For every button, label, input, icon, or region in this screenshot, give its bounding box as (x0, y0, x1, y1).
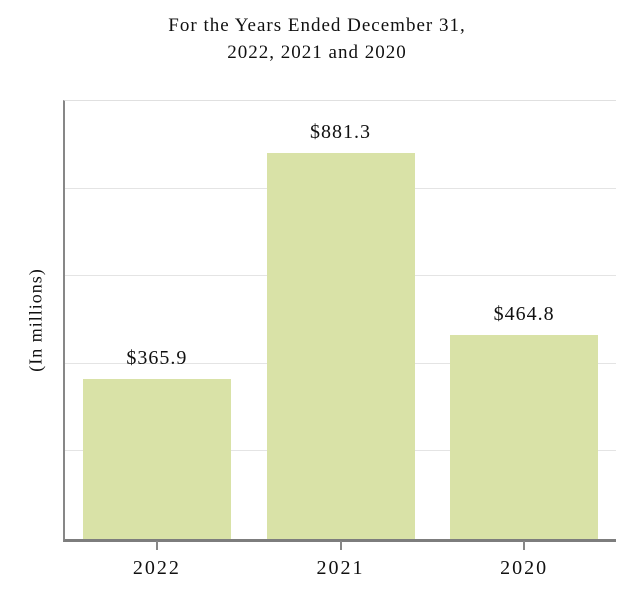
x-tick-label-2020: 2020 (500, 557, 549, 579)
x-axis: 2022 2021 2020 (65, 541, 616, 593)
bar-2021 (266, 153, 415, 539)
bar-value-label-2020: $464.8 (493, 303, 555, 326)
bar-2020 (450, 335, 599, 539)
chart-title-line-2: 2022, 2021 and 2020 (227, 42, 407, 63)
x-tick-2022 (155, 541, 158, 550)
plot-area: $365.9 $881.3 $464.8 (63, 100, 616, 542)
x-tick-2021 (339, 541, 342, 550)
y-axis-label: (In millions) (25, 268, 46, 372)
chart-title: For the Years Ended December 31, 2022, 2… (0, 12, 634, 66)
x-tick-2020 (523, 541, 526, 550)
bar-value-label-2022: $365.9 (126, 346, 188, 369)
bar-2022 (82, 378, 231, 539)
chart-title-line-1: For the Years Ended December 31, (168, 15, 466, 36)
x-tick-label-2022: 2022 (132, 557, 181, 579)
x-tick-label-2021: 2021 (316, 557, 365, 579)
bar-value-label-2021: $881.3 (310, 121, 371, 143)
